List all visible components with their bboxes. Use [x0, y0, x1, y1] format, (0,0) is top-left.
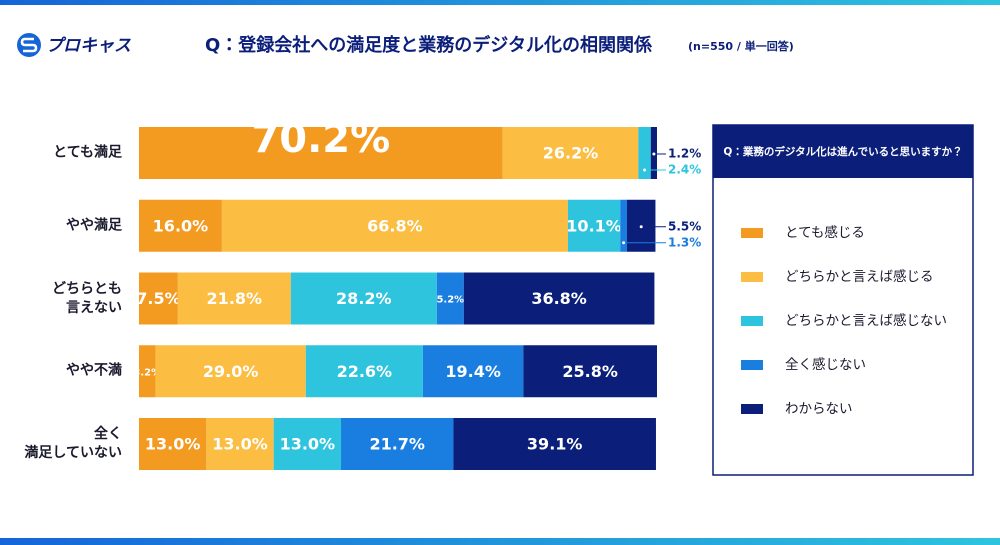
value-label: 39.1% — [527, 435, 583, 454]
value-label: 5.5% — [668, 219, 701, 233]
value-label: 1.3% — [668, 235, 701, 249]
legend-swatch — [741, 404, 763, 414]
bar-segment — [139, 418, 207, 470]
bar-segment — [290, 272, 437, 325]
bottom-stripe — [0, 538, 1000, 545]
value-label: 16.0% — [153, 216, 209, 235]
category-label: やや不満 — [66, 362, 122, 379]
value-label: 21.7% — [369, 435, 425, 454]
value-label: 19.4% — [445, 362, 501, 381]
category-label: やや満足 — [66, 217, 122, 234]
bar-segment — [305, 345, 423, 398]
value-label: 13.0% — [212, 435, 268, 454]
legend-swatch — [741, 272, 763, 282]
category-label: とても満足 — [53, 144, 122, 161]
legend-swatch — [741, 316, 763, 326]
value-label: 13.0% — [280, 435, 336, 454]
bar-segment — [139, 345, 156, 398]
leader-dot — [621, 240, 627, 246]
value-label: 10.1% — [566, 216, 622, 235]
bar-segment — [341, 418, 454, 470]
bar-segment — [502, 127, 639, 179]
leader-dot — [651, 151, 657, 157]
chart-subtitle: (n=550 / 単一回答) — [688, 39, 794, 53]
bar-segment — [139, 199, 222, 252]
chart-title: Q：登録会社への満足度と業務のデジタル化の相関関係 — [205, 34, 653, 56]
bar-segment — [436, 272, 464, 325]
category-label: 全く 満足していない — [24, 426, 122, 461]
bar-segment — [221, 199, 568, 252]
value-label: 13.0% — [145, 435, 201, 454]
top-stripe — [0, 0, 1000, 5]
bar-segment — [620, 199, 627, 252]
value-label: 36.8% — [531, 289, 587, 308]
value-label: 26.2% — [543, 144, 599, 163]
bar-segment — [523, 345, 657, 398]
logo: プロキャス — [17, 33, 131, 57]
bar-segment — [155, 345, 306, 398]
bar-segment — [638, 127, 651, 179]
legend-box — [712, 124, 974, 476]
value-label: 70.2% — [251, 116, 390, 162]
bar-segment — [567, 199, 621, 252]
bar-segment — [139, 127, 503, 179]
legend-header — [713, 125, 973, 178]
bar-segment — [177, 272, 291, 325]
legend-label: わからない — [785, 401, 853, 417]
value-label: 22.6% — [337, 362, 393, 381]
bar-segment — [139, 272, 178, 325]
bar-segment — [463, 272, 655, 325]
legend-swatch — [741, 228, 763, 238]
legend-swatch — [741, 360, 763, 370]
leader-dot — [638, 224, 644, 230]
bar-segment — [453, 418, 656, 470]
leader-dot — [642, 167, 648, 173]
value-label: 29.0% — [203, 362, 259, 381]
value-label: 5.2% — [436, 295, 464, 306]
value-label: 2.4% — [668, 163, 701, 177]
value-label: 66.8% — [367, 216, 423, 235]
brand: プロキャス — [46, 36, 131, 56]
bar-segment — [273, 418, 342, 470]
value-label: 3.2% — [133, 367, 161, 378]
legend-label: とても感じる — [785, 224, 865, 241]
legend-title: Q：業務のデジタル化は進んでいると思いますか？ — [723, 145, 962, 158]
bar-segment — [422, 345, 524, 398]
legend-label: 全く感じない — [785, 356, 866, 373]
legend-label: どちらかと言えば感じる — [785, 268, 934, 285]
legend-label: どちらかと言えば感じない — [785, 312, 947, 329]
value-label: 7.5% — [136, 289, 180, 308]
value-label: 28.2% — [336, 289, 392, 308]
category-label: どちらとも 言えない — [52, 280, 122, 316]
bar-segment — [206, 418, 274, 470]
value-label: 1.2% — [668, 147, 701, 161]
value-label: 25.8% — [562, 362, 618, 381]
value-label: 21.8% — [207, 289, 263, 308]
